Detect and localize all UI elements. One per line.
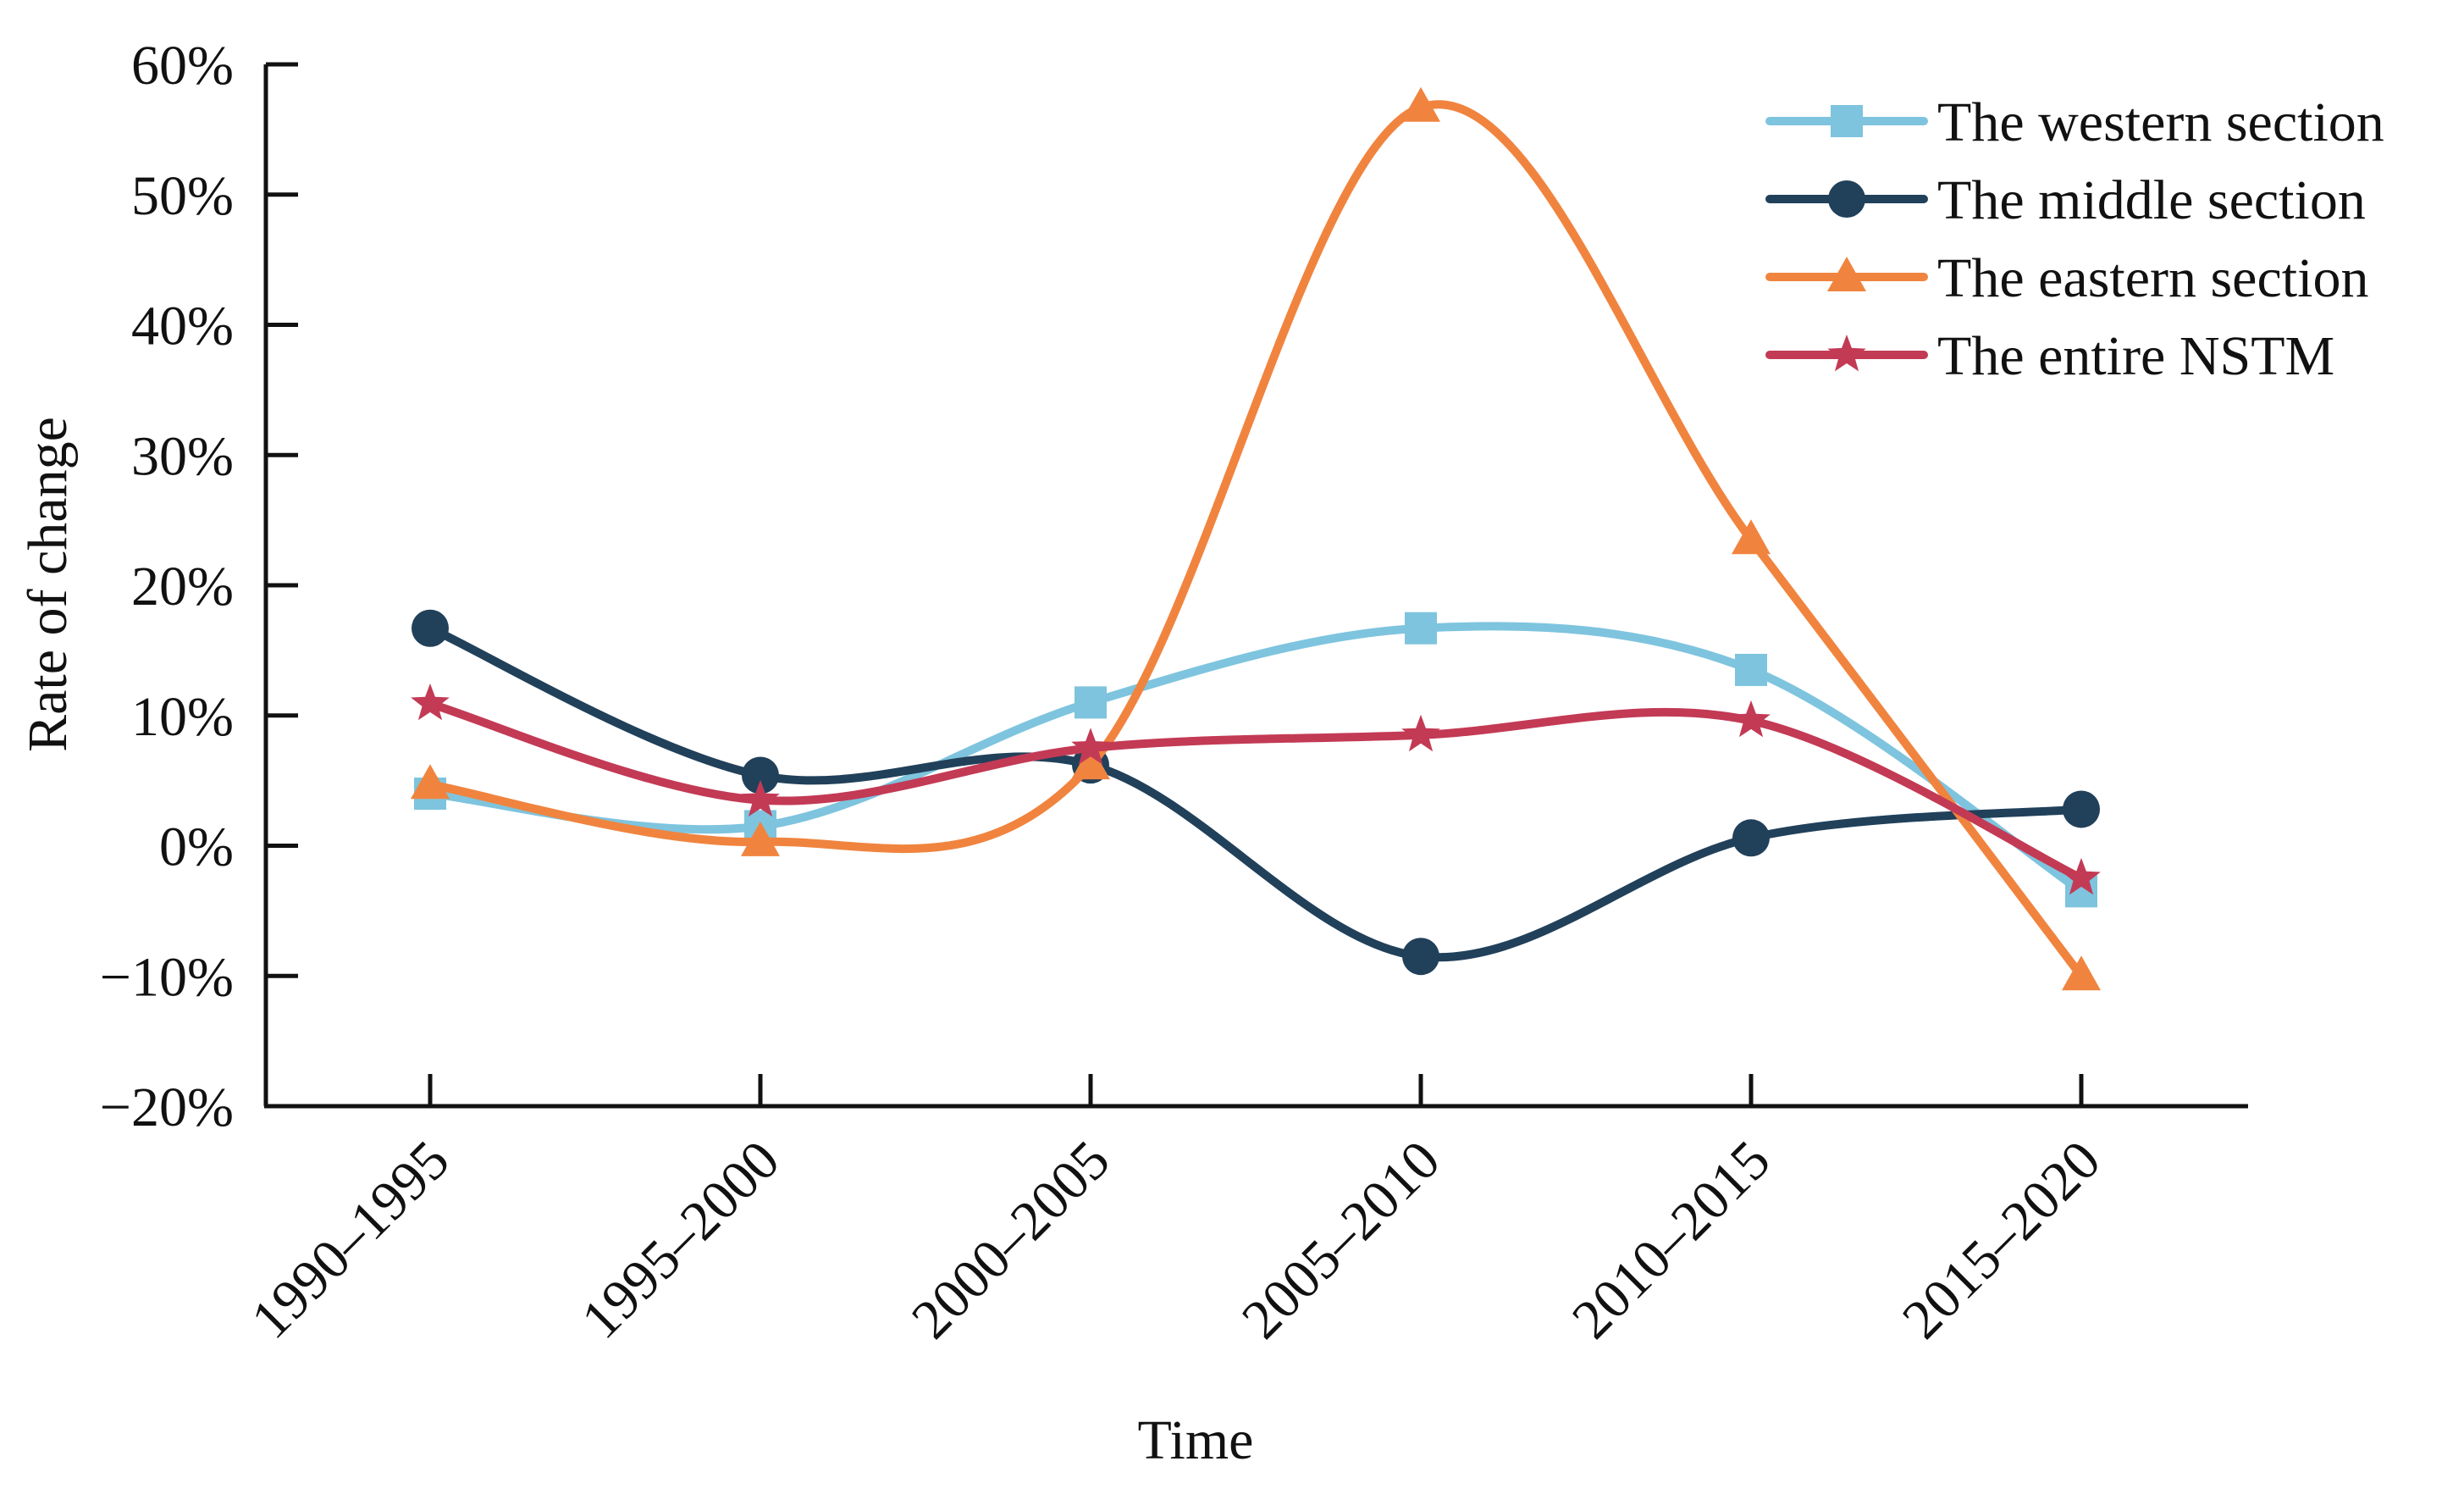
data-point — [1735, 653, 1767, 686]
data-point — [1402, 938, 1439, 976]
data-point — [1732, 819, 1770, 857]
y-tick-label: 30% — [131, 425, 234, 487]
data-point — [1401, 86, 1440, 122]
data-point — [741, 821, 780, 856]
x-tick-label: 2010–2015 — [1561, 1129, 1782, 1351]
y-tick-label: 0% — [159, 816, 234, 878]
y-tick-label: 20% — [131, 556, 234, 617]
data-point — [741, 779, 780, 817]
legend-label: The eastern section — [1937, 247, 2368, 309]
legend-item: The entire NSTM — [1765, 325, 2334, 387]
y-tick-label: −20% — [100, 1077, 234, 1138]
data-point — [411, 683, 450, 721]
series-line — [426, 699, 2086, 883]
legend-marker — [1831, 105, 1863, 137]
data-point — [411, 764, 450, 800]
legend-item: The middle section — [1765, 169, 2366, 231]
legend-item: The western section — [1765, 91, 2384, 153]
legend-marker — [1828, 180, 1865, 218]
data-point — [1401, 714, 1440, 752]
data-point — [2062, 955, 2101, 991]
legend-marker — [1827, 257, 1866, 291]
y-tick-label: 50% — [131, 165, 234, 227]
data-point — [2063, 790, 2100, 828]
legend-item: The eastern section — [1765, 247, 2368, 309]
data-point — [1071, 744, 1110, 780]
x-ticks: 1990–1995 1995–2000 2000–2005 2005–2010 2010… — [240, 1074, 2113, 1351]
legend: The western section The middle section The… — [1765, 91, 2384, 387]
legend-label: The western section — [1937, 91, 2384, 153]
data-point — [1732, 519, 1771, 555]
x-tick-label: 2015–2020 — [1891, 1129, 2113, 1351]
data-point — [1071, 728, 1110, 765]
x-tick-label: 1990–1995 — [240, 1129, 461, 1351]
legend-marker — [1827, 335, 1866, 372]
legend-label: The middle section — [1937, 169, 2366, 231]
series-line — [426, 623, 2086, 962]
data-point — [742, 756, 779, 794]
y-tick-label: −10% — [100, 946, 234, 1008]
x-tick-label: 2005–2010 — [1230, 1129, 1452, 1351]
series-group — [411, 683, 2101, 895]
y-tick-label: 10% — [131, 686, 234, 748]
y-axis-title: Rate of change — [17, 417, 79, 752]
data-point — [412, 609, 449, 647]
y-tick-label: 40% — [131, 296, 234, 357]
data-point — [2062, 857, 2101, 895]
series-line — [426, 100, 2086, 981]
series-line — [426, 622, 2086, 896]
series-group — [411, 86, 2101, 991]
y-tick-label: 60% — [131, 35, 234, 97]
legend-label: The entire NSTM — [1937, 325, 2334, 387]
data-point — [1075, 686, 1107, 719]
x-axis-title: Time — [1138, 1409, 1254, 1471]
x-tick-label: 1995–2000 — [570, 1129, 792, 1351]
x-tick-label: 2000–2005 — [900, 1129, 1122, 1351]
y-ticks: −20% −10% 0% 10% 20% 30% 40% 50% 60% — [100, 35, 298, 1138]
data-point — [1405, 612, 1437, 645]
series — [411, 86, 2101, 991]
data-point — [1732, 700, 1771, 738]
